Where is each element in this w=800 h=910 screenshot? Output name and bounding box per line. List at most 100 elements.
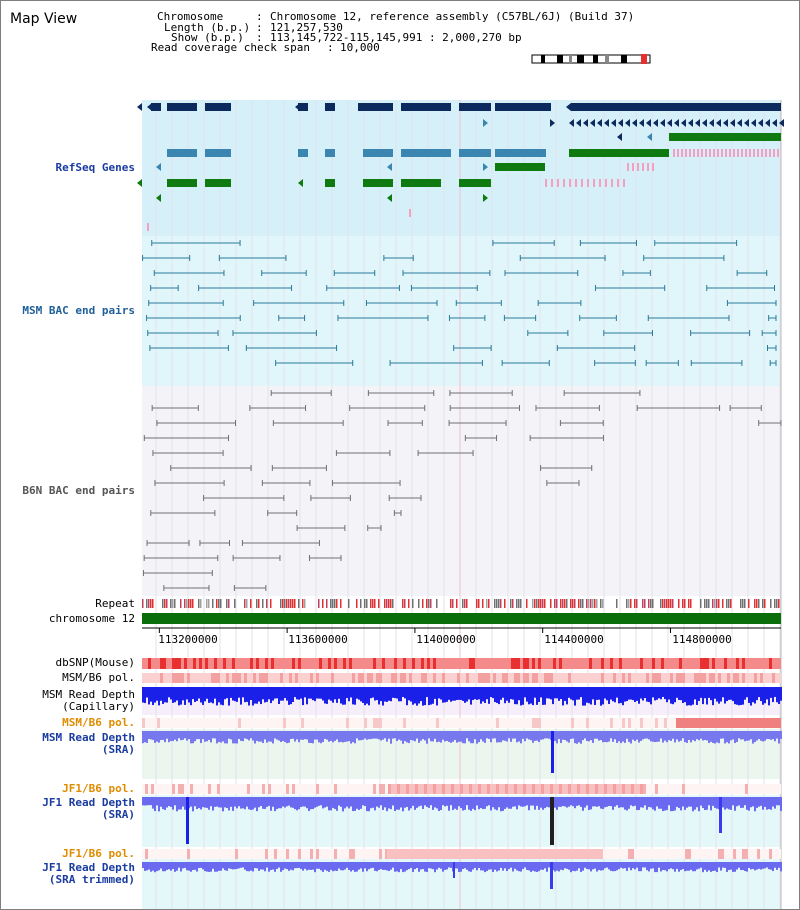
- depth-bar: [620, 731, 622, 744]
- depth-bar: [372, 862, 374, 868]
- heat-cell: [622, 784, 625, 794]
- jf1-depth-sra-sublabel: (SRA): [101, 808, 135, 821]
- heat-cell: [610, 658, 613, 669]
- depth-bar: [158, 862, 160, 871]
- heat-cell: [658, 673, 661, 683]
- heat-cell: [220, 718, 223, 728]
- depth-bar: [328, 862, 330, 872]
- heat-cell: [475, 718, 478, 728]
- heat-cell: [397, 718, 400, 728]
- heat-cell: [763, 673, 766, 683]
- repeat-mark: [544, 599, 546, 608]
- heat-cell: [613, 784, 616, 794]
- heat-cell: [280, 849, 283, 859]
- depth-bar: [486, 797, 488, 807]
- heat-cell: [418, 658, 421, 669]
- depth-bar: [602, 731, 604, 743]
- gene: [751, 119, 756, 127]
- depth-bar: [212, 731, 214, 739]
- depth-bar: [364, 731, 366, 739]
- chromosome-ideogram[interactable]: [531, 54, 653, 64]
- heat-cell: [574, 784, 577, 794]
- axis-tick-label: 114800000: [672, 633, 732, 646]
- depth-bar: [434, 731, 436, 739]
- heat-cell: [223, 849, 226, 859]
- depth-bar: [416, 687, 418, 706]
- depth-bar: [252, 797, 254, 810]
- heat-cell: [408, 849, 411, 859]
- depth-bar: [586, 797, 588, 806]
- heat-cell: [553, 658, 556, 669]
- repeat-mark: [336, 599, 338, 608]
- heat-cell: [388, 673, 391, 683]
- heat-cell: [528, 849, 531, 859]
- heat-cell: [289, 784, 292, 794]
- depth-bar: [570, 687, 572, 700]
- heat-cell: [208, 673, 211, 683]
- depth-bar: [598, 797, 600, 807]
- heat-cell: [591, 849, 594, 859]
- heat-cell: [652, 658, 655, 669]
- depth-bar: [694, 797, 696, 810]
- depth-bar: [708, 687, 710, 698]
- heat-cell: [757, 849, 760, 859]
- depth-bar: [582, 731, 584, 741]
- heat-cell: [493, 718, 496, 728]
- heat-cell: [202, 673, 205, 683]
- depth-bar: [426, 797, 428, 807]
- depth-bar: [444, 731, 446, 742]
- heat-cell: [355, 658, 358, 669]
- heat-cell: [175, 718, 178, 728]
- heat-cell: [487, 658, 490, 669]
- depth-bar: [730, 731, 732, 741]
- depth-bar: [684, 731, 686, 743]
- heat-cell: [586, 718, 589, 728]
- heat-cell: [226, 784, 229, 794]
- depth-bar: [572, 731, 574, 739]
- heat-cell: [667, 673, 670, 683]
- heat-cell: [457, 673, 460, 683]
- depth-bar: [746, 731, 748, 741]
- heat-cell: [595, 658, 598, 669]
- heat-cell: [262, 849, 265, 859]
- depth-bar: [200, 731, 202, 744]
- heat-cell: [283, 784, 286, 794]
- depth-bar: [400, 797, 402, 808]
- repeat-mark: [256, 599, 258, 608]
- heat-cell: [739, 849, 742, 859]
- depth-bar: [408, 797, 410, 811]
- depth-bar: [516, 731, 518, 743]
- depth-bar: [516, 797, 518, 810]
- repeat-mark: [550, 599, 552, 608]
- heat-cell: [655, 673, 658, 683]
- depth-bar: [612, 731, 614, 742]
- heat-cell: [262, 673, 265, 683]
- depth-bar: [212, 797, 214, 811]
- pink-mark: [569, 179, 571, 187]
- depth-bar: [516, 687, 518, 705]
- depth-bar: [666, 687, 668, 703]
- depth-bar: [514, 797, 516, 807]
- heat-cell: [523, 718, 526, 728]
- heat-cell: [769, 658, 772, 669]
- heat-cell: [742, 658, 745, 669]
- pink-mark: [765, 149, 767, 157]
- depth-bar: [254, 862, 256, 869]
- depth-bar: [434, 797, 436, 808]
- depth-bar: [464, 731, 466, 744]
- heat-cell: [501, 849, 504, 859]
- heat-cell: [508, 784, 511, 794]
- heat-cell: [655, 658, 658, 669]
- depth-bar: [440, 687, 442, 700]
- depth-bar: [194, 687, 196, 703]
- depth-bar: [170, 862, 172, 871]
- repeat-mark: [590, 599, 592, 608]
- heat-cell: [244, 658, 247, 669]
- repeat-mark: [262, 599, 264, 608]
- depth-bar: [196, 862, 198, 872]
- depth-bar: [726, 687, 728, 702]
- depth-bar: [686, 797, 688, 808]
- depth-bar: [438, 797, 440, 811]
- heat-cell: [718, 673, 721, 683]
- depth-bar: [728, 862, 730, 871]
